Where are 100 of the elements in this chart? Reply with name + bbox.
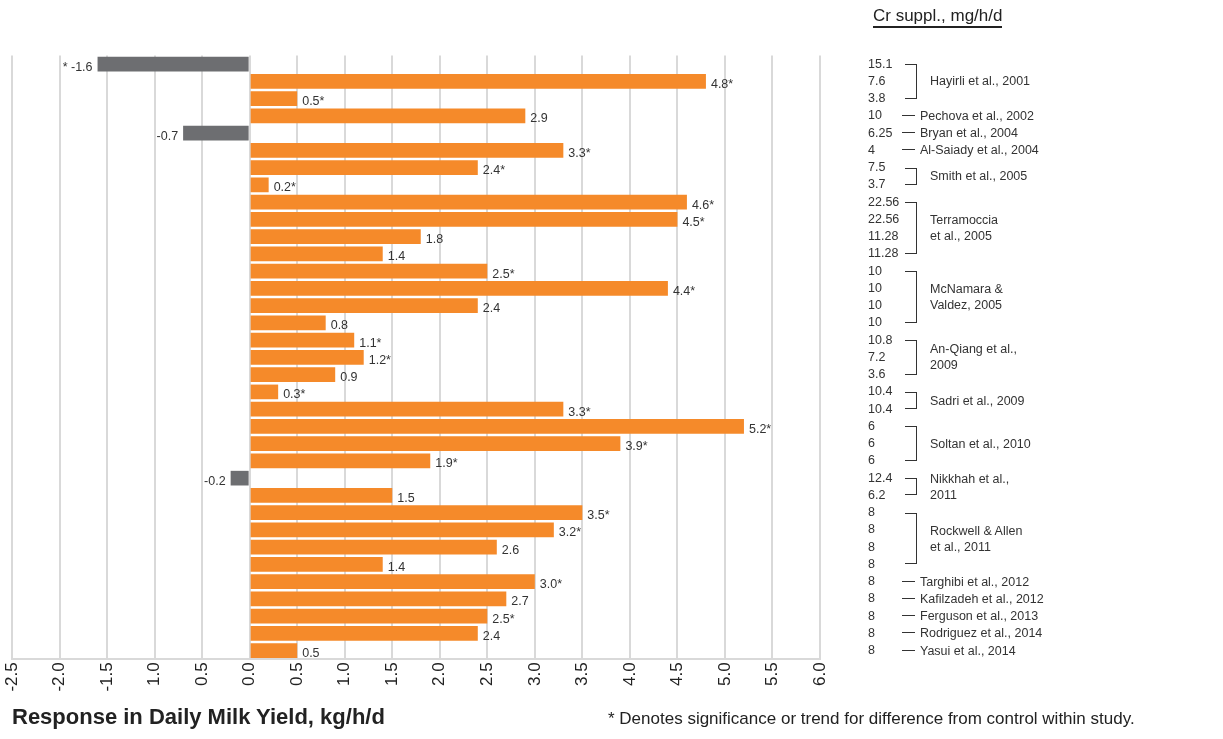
y-tick-label: 10.4 [868, 384, 893, 399]
text: Bryan et al., 2004 [920, 125, 1018, 142]
data-label: 2.5* [492, 611, 515, 626]
data-label: 0.9 [340, 370, 358, 385]
y-tick-label: 8 [868, 556, 875, 571]
data-label: 3.0* [539, 577, 563, 592]
bar [250, 453, 431, 469]
x-tick-label: 1.0 [144, 662, 164, 686]
y-tick-label: 8 [868, 574, 875, 589]
data-label: 0.5* [302, 94, 325, 109]
y-tick-label: 15.1 [868, 56, 893, 71]
x-tick-label: 0.0 [239, 662, 259, 686]
text: Hayirli et al., 2001 [930, 73, 1031, 90]
data-label: 1.5 [397, 490, 415, 505]
data-label: 0.2* [273, 180, 297, 195]
x-tick-label: 0.5 [286, 662, 306, 686]
text: Al-Saiady et al., 2004 [920, 142, 1039, 159]
data-label: 0.5 [302, 646, 320, 661]
bar [250, 160, 478, 175]
y-tick-label: 8 [868, 643, 875, 658]
data-label: 1.1* [359, 335, 382, 350]
y-tick-label: 7.2 [868, 349, 886, 364]
bar [250, 591, 507, 607]
data-label: 3.5* [587, 508, 610, 523]
bar [250, 281, 668, 296]
y-axis-title: Cr suppl., mg/h/d [873, 6, 1003, 28]
data-label: 2.6 [501, 542, 520, 557]
bar [250, 91, 298, 106]
bar [250, 643, 298, 659]
bar [250, 608, 488, 624]
y-tick-label: 6.25 [868, 125, 893, 140]
x-tick-label: 2.0 [429, 662, 449, 686]
x-tick-label: 1.5 [381, 662, 401, 686]
y-tick-label: 8 [868, 608, 875, 623]
data-label: 4.5* [682, 214, 705, 229]
data-label: 1.2* [368, 352, 392, 367]
text: * Denotes significance or trend for difference from control within study. [608, 709, 1135, 728]
data-label: 2.5* [492, 266, 515, 281]
text: Terramoccia et al., 2005 [930, 212, 999, 245]
y-tick-label: 3.6 [868, 367, 886, 382]
data-label: 5.2* [748, 421, 772, 436]
data-label: 4.8* [710, 76, 734, 91]
text: Yasui et al., 2014 [920, 642, 1016, 659]
bar [250, 626, 478, 641]
bar [183, 125, 249, 141]
y-tick-label: 22.56 [868, 211, 900, 226]
text: Smith et al., 2005 [930, 168, 1028, 185]
text: Ferguson et al., 2013 [920, 608, 1039, 625]
data-label: 4.6* [691, 197, 715, 212]
y-tick-label: 10 [868, 315, 882, 330]
y-tick-label: 10.4 [868, 401, 893, 416]
bar [230, 470, 249, 486]
text: Sadri et al., 2009 [930, 392, 1025, 409]
y-tick-label: 6 [868, 436, 875, 451]
y-tick-label: 10 [868, 108, 882, 123]
data-label: 1.9* [435, 456, 458, 471]
bar [250, 505, 583, 520]
bar [250, 108, 526, 124]
text: Nikkhah et al., 2011 [930, 470, 1010, 503]
y-tick-label: 10.8 [868, 332, 893, 347]
x-tick-label: 6.0 [809, 662, 829, 686]
bar [250, 229, 421, 244]
text: Kafilzadeh et al., 2012 [920, 590, 1044, 607]
bar [250, 367, 336, 382]
bar [250, 315, 326, 331]
data-label: 3.3* [568, 145, 591, 160]
y-tick-label: 8 [868, 591, 875, 606]
bar [250, 574, 535, 590]
text: Rodriguez et al., 2014 [920, 625, 1043, 642]
y-tick-label: 6 [868, 453, 875, 468]
data-label: 0.8 [330, 318, 349, 333]
bar [250, 332, 355, 348]
y-tick-label: 11.28 [868, 229, 899, 244]
data-label: * -1.6 [62, 59, 93, 74]
y-tick-label: 11.28 [868, 246, 899, 261]
bar [250, 488, 393, 503]
bar [250, 143, 564, 158]
bar [250, 384, 279, 400]
data-label: -0.2 [204, 473, 226, 488]
y-tick-label: 6 [868, 418, 875, 433]
x-tick-label: -1.5 [96, 662, 116, 692]
y-tick-label: 3.7 [868, 177, 886, 192]
x-axis-title: Response in Daily Milk Yield, kg/h/d [12, 703, 385, 729]
x-tick-label: 3.5 [572, 662, 592, 686]
data-label: 2.4 [482, 628, 501, 643]
data-label: 2.4 [482, 301, 501, 316]
x-tick-label: 5.5 [762, 662, 782, 686]
bar [250, 298, 478, 313]
bar [250, 212, 678, 227]
data-label: 0.3* [283, 387, 306, 402]
bar [250, 263, 488, 279]
y-tick-label: 10 [868, 280, 882, 295]
y-tick-label: 7.6 [868, 73, 886, 88]
x-tick-label: 2.5 [476, 662, 496, 686]
data-label: 2.9 [530, 111, 548, 126]
text: An-Qiang et al., 2009 [930, 341, 1017, 374]
x-tick-label: -2.0 [49, 662, 69, 692]
text: Pechova et al., 2002 [920, 107, 1034, 124]
y-tick-label: 10 [868, 263, 882, 278]
x-tick-label: 4.5 [667, 662, 687, 686]
